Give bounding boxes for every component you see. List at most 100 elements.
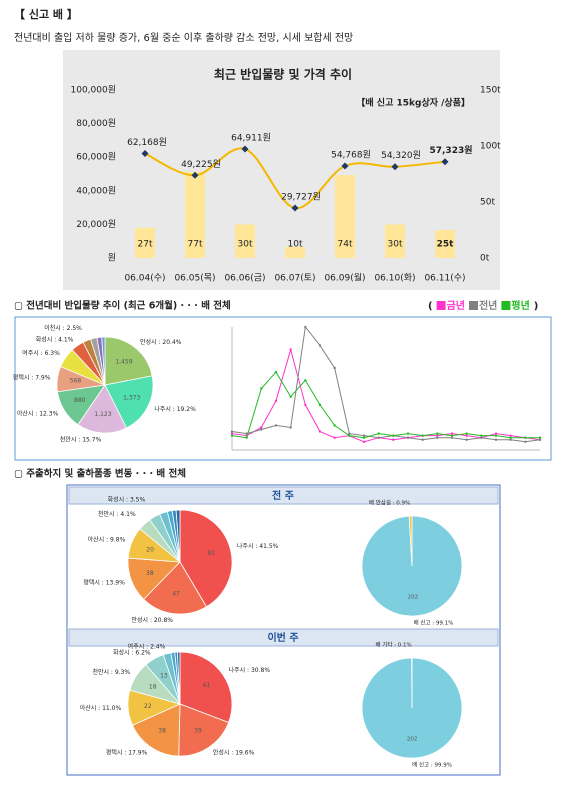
- series-point: [465, 434, 467, 436]
- week-label: 전 주: [272, 489, 294, 502]
- week-label: 이번 주: [267, 631, 298, 644]
- y2-tick-label: 0t: [480, 254, 490, 264]
- series-point: [451, 437, 453, 439]
- x-tick-label: 06.07(토): [274, 274, 315, 284]
- pie-label: 화성시 : 4.1%: [36, 335, 74, 343]
- series-point: [319, 404, 321, 406]
- series-point: [260, 428, 262, 430]
- pie-count: 39: [194, 727, 202, 734]
- bar-label: 10t: [288, 240, 303, 250]
- pie-count: 22: [144, 703, 152, 710]
- x-tick-label: 06.10(화): [374, 273, 415, 284]
- series-point: [524, 441, 526, 443]
- series-point: [333, 437, 335, 439]
- series-point: [451, 434, 453, 436]
- series-point: [436, 437, 438, 439]
- series-point: [377, 437, 379, 439]
- price-label: 64,911원: [231, 132, 271, 143]
- series-point: [319, 430, 321, 432]
- y-tick-label: 60,000원: [76, 152, 116, 163]
- series-point: [421, 439, 423, 441]
- x-tick-label: 06.09(월): [324, 272, 365, 284]
- pie-label: 배 신고 : 99.9%: [412, 760, 452, 768]
- legend-bracket: (: [428, 301, 433, 312]
- pie-count: 38: [146, 570, 154, 577]
- bar-label: 27t: [138, 240, 153, 250]
- series-point: [231, 430, 233, 432]
- legend-bracket: ): [534, 301, 539, 312]
- pie-label: 평택시 : 13.9%: [83, 578, 125, 586]
- page-title: 【 신고 배 】: [14, 7, 78, 21]
- series-point: [348, 434, 350, 436]
- legend-swatch: [501, 301, 510, 310]
- pie-label: 화성시 : 3.5%: [108, 496, 146, 504]
- series-point: [363, 434, 365, 436]
- bar-label: 25t: [437, 240, 455, 250]
- series-point: [509, 439, 511, 441]
- chart-title: 최근 반입물량 및 가격 추이: [214, 67, 352, 82]
- series-point: [333, 424, 335, 426]
- series-point: [392, 439, 394, 441]
- series-point: [363, 437, 365, 439]
- series-point: [465, 439, 467, 441]
- price-label: 54,768원: [331, 149, 371, 160]
- y-tick-label: 20,000원: [76, 219, 116, 230]
- series-point: [275, 400, 277, 402]
- x-tick-label: 06.06(금): [224, 273, 265, 284]
- series-point: [377, 432, 379, 434]
- series-point: [480, 437, 482, 439]
- series-point: [245, 437, 247, 439]
- series-point: [363, 441, 365, 443]
- series-point: [495, 439, 497, 441]
- series-point: [304, 379, 306, 381]
- pie-label: 평택시 : 17.9%: [106, 749, 148, 757]
- x-tick-label: 06.04(수): [124, 273, 165, 284]
- legend-swatch: [437, 301, 446, 310]
- pie-label: 배 기타 : 0.1%: [376, 641, 412, 649]
- series-point: [539, 439, 541, 441]
- annotation: 【배 신고 15kg상자 /상품】: [356, 97, 470, 109]
- series-point: [465, 432, 467, 434]
- y-tick-label: 80,000원: [76, 118, 116, 129]
- series-point: [260, 426, 262, 428]
- pie-count: 880: [74, 397, 86, 404]
- series-point: [231, 432, 233, 434]
- legend-entry: 평년: [511, 299, 529, 312]
- pie-label: 나주시 : 30.8%: [229, 666, 271, 674]
- pie-count: 1,459: [115, 359, 132, 366]
- series-point: [436, 434, 438, 436]
- series-point: [289, 426, 291, 428]
- pie-count: 38: [158, 727, 166, 734]
- price-label: 57,323원: [429, 144, 472, 156]
- pie-count: 1,373: [123, 395, 140, 402]
- pie-label: 안성시 : 20.4%: [140, 338, 182, 346]
- legend-entry: 금년: [447, 299, 465, 312]
- series-point: [348, 432, 350, 434]
- series-point: [231, 434, 233, 436]
- pie-count: 568: [70, 378, 82, 385]
- y2-tick-label: 100t: [480, 142, 501, 152]
- pie-label: 천안시 : 9.3%: [92, 668, 130, 676]
- pie-label: 천안시 : 4.1%: [98, 510, 136, 518]
- series-point: [304, 404, 306, 406]
- y2-tick-label: 50t: [480, 198, 495, 208]
- section-title: ▢ 전년대비 반입물량 추이 (최근 6개월) · · · 배 전체: [14, 300, 231, 312]
- price-label: 62,168원: [127, 137, 167, 148]
- pie-count: 18: [149, 683, 157, 690]
- x-tick-label: 06.05(목): [174, 273, 215, 284]
- chart-background: [63, 50, 500, 290]
- price-label: 29,727원: [281, 192, 321, 203]
- pie-count: 47: [172, 591, 180, 598]
- legend-entry: 전년: [479, 299, 497, 312]
- summary: 전년대비 출입 저하 물량 증가, 6월 중순 이후 출하량 감소 전망, 시세…: [14, 31, 353, 44]
- series-point: [436, 432, 438, 434]
- y-tick-label: 원: [108, 253, 116, 264]
- series-point: [524, 437, 526, 439]
- y-tick-label: 40,000원: [76, 185, 116, 196]
- y2-tick-label: 150t: [480, 86, 501, 96]
- legend-swatch: [469, 301, 478, 310]
- series-point: [451, 432, 453, 434]
- pie-label: 나주시 : 19.2%: [154, 405, 196, 413]
